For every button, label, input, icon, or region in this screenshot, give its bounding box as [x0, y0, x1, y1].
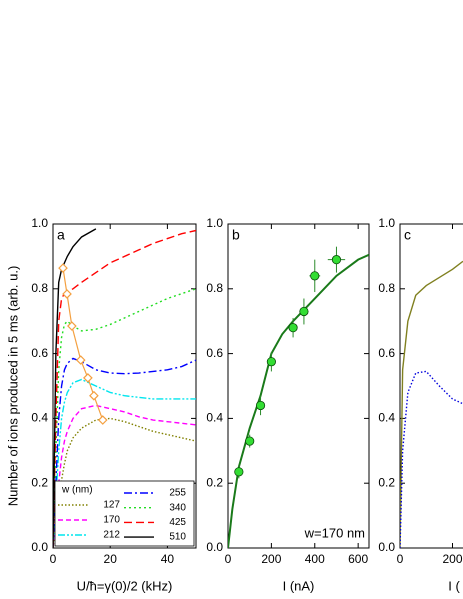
data-point [331, 255, 342, 265]
y-tick-label: 0.0 [31, 540, 48, 554]
series-line [53, 378, 196, 548]
x-axis-label: I (nA) [283, 578, 315, 593]
series-line [53, 228, 97, 548]
legend-label: 212 [103, 530, 120, 541]
data-point [266, 357, 276, 367]
y-tick-label: 1.0 [378, 216, 395, 230]
diamond-marker [67, 321, 77, 331]
x-tick-label: 40 [161, 552, 175, 566]
diamond-marker [89, 390, 99, 401]
y-tick-label: 1.0 [206, 216, 223, 230]
diamond-marker [75, 355, 86, 365]
y-tick-label: 0.6 [206, 346, 223, 360]
series-line [53, 417, 196, 548]
series-line [53, 357, 196, 548]
y-tick-label: 0.8 [31, 281, 48, 295]
series-line [400, 260, 463, 548]
y-tick-label: 1.0 [31, 216, 48, 230]
legend-label: 127 [103, 500, 120, 511]
data-point [288, 323, 298, 333]
y-tick-label: 0.8 [206, 281, 223, 295]
legend-label: 255 [169, 488, 186, 499]
y-tick-label: 0.0 [378, 540, 395, 554]
series-line [53, 288, 196, 548]
legend-label: 510 [169, 532, 186, 543]
axis-frame [227, 223, 370, 549]
panel-label: a [57, 227, 65, 243]
y-axis-label: Number of ions produced in 5 ms (arb. u.… [5, 266, 20, 507]
diamond-marker [97, 415, 108, 425]
data-point [310, 271, 320, 281]
legend-label: 170 [103, 515, 120, 526]
y-tick-label: 0.0 [206, 540, 223, 554]
axis-frame [399, 223, 463, 549]
plot-area [53, 228, 196, 548]
x-tick-label: 400 [305, 552, 325, 566]
x-tick-label: 200 [261, 552, 281, 566]
y-tick-label: 0.4 [206, 411, 223, 425]
fit-line [228, 253, 369, 548]
legend-label: 340 [169, 502, 186, 513]
x-tick-label: 0 [225, 552, 232, 566]
x-axis-label: I ( [448, 578, 460, 593]
y-tick-label: 0.2 [206, 475, 223, 489]
legend: w (nm) 127 170 212 255 340 425 510 [54, 480, 195, 547]
legend-label: 425 [169, 517, 186, 528]
data-point [299, 306, 309, 317]
legend-title: w (nm) [61, 485, 93, 496]
diamond-marker [58, 263, 68, 273]
diamond-marker [83, 373, 93, 383]
annotation: w=170 nm [304, 525, 365, 540]
y-tick-label: 0.2 [378, 475, 395, 489]
y-tick-label: 0.4 [31, 411, 48, 425]
panel-label: c [404, 227, 411, 243]
data-point [234, 467, 244, 477]
series-line [400, 370, 463, 548]
diamond-marker [62, 289, 72, 299]
x-tick-label: 0 [50, 552, 57, 566]
x-tick-label: 0 [397, 552, 404, 566]
series-line [53, 229, 196, 548]
y-tick-label: 0.2 [31, 475, 48, 489]
data-point [255, 400, 266, 411]
x-tick-label: 200 [442, 552, 462, 566]
data-point [245, 436, 255, 446]
x-axis-label: U/ħ=γ(0)/2 (kHz) [77, 578, 173, 593]
series-line [53, 404, 196, 548]
plot-area [228, 246, 369, 548]
plot-area [400, 260, 463, 548]
y-tick-label: 0.6 [378, 346, 395, 360]
y-tick-label: 0.6 [31, 346, 48, 360]
x-tick-label: 20 [104, 552, 118, 566]
y-tick-label: 0.8 [378, 281, 395, 295]
x-tick-label: 600 [348, 552, 368, 566]
panel-label: b [232, 227, 240, 243]
y-tick-label: 0.4 [378, 411, 395, 425]
